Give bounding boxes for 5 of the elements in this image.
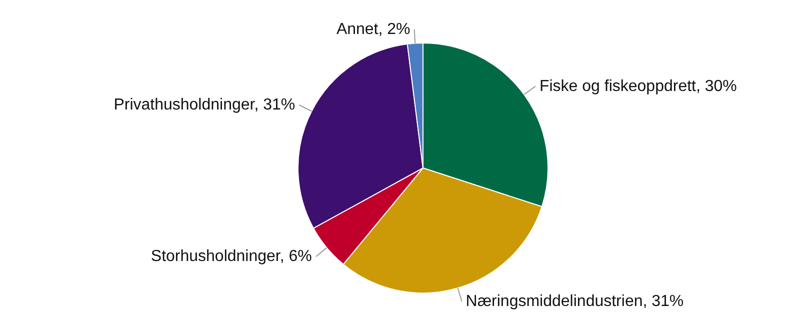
- slice-label: Storhusholdninger, 6%: [150, 248, 312, 266]
- slice-label: Næringsmiddelindustrien, 31%: [466, 292, 684, 310]
- slice-label: Fiske og fiskeoppdrett, 30%: [539, 78, 737, 95]
- slice-label: Privathusholdninger, 31%: [114, 96, 296, 114]
- slice-label: Annet, 2%: [336, 20, 410, 38]
